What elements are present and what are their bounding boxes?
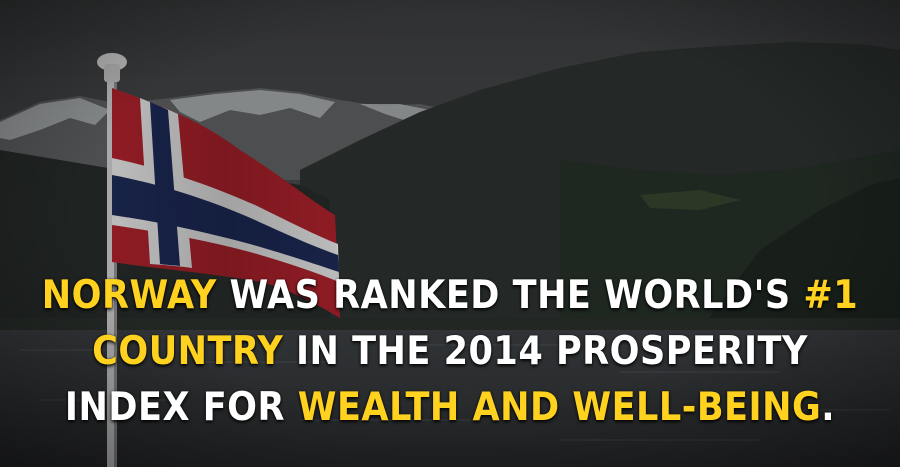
- caption-line-2: COUNTRY IN THE 2014 PROSPERITY: [0, 324, 900, 380]
- caption-highlight: NORWAY: [41, 273, 217, 318]
- caption-text: INDEX FOR: [64, 385, 298, 430]
- caption-text: IN THE 2014 PROSPERITY: [283, 329, 808, 374]
- caption-highlight: WEALTH AND WELL-BEING: [297, 385, 822, 430]
- caption-text: .: [821, 385, 836, 430]
- caption-line-1: NORWAY WAS RANKED THE WORLD'S #1: [0, 268, 900, 324]
- caption-text: WAS RANKED THE WORLD'S: [216, 273, 804, 318]
- caption-line-3: INDEX FOR WEALTH AND WELL-BEING.: [0, 380, 900, 436]
- fact-caption: NORWAY WAS RANKED THE WORLD'S #1 COUNTRY…: [0, 268, 900, 436]
- caption-highlight: #1: [803, 273, 859, 318]
- caption-highlight: COUNTRY: [92, 329, 284, 374]
